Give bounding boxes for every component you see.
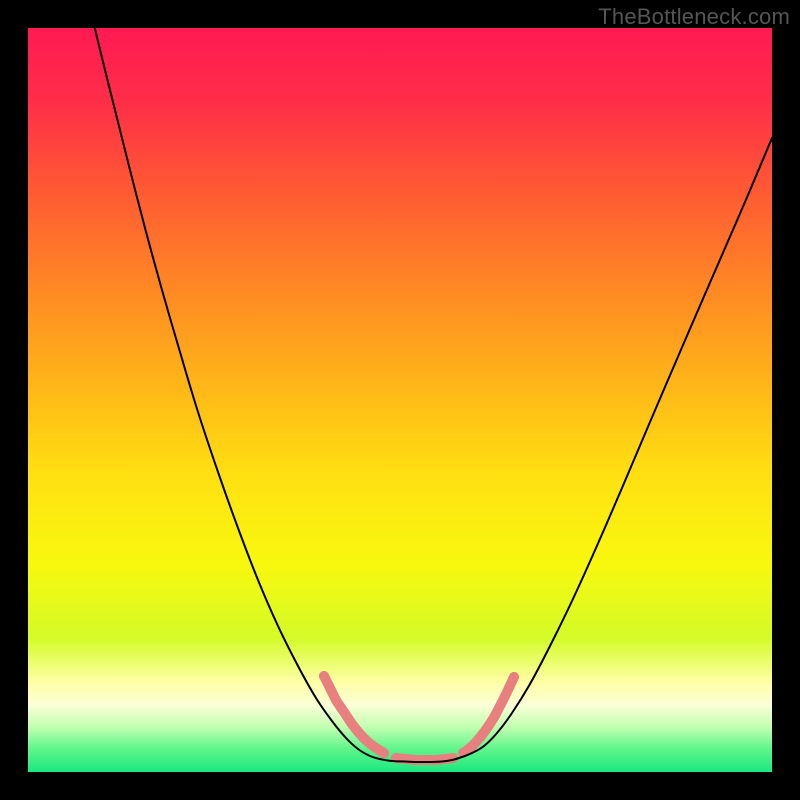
overlay-endcap — [509, 672, 519, 682]
overlay-endcap — [379, 748, 389, 758]
watermark-text: TheBottleneck.com — [598, 4, 790, 30]
overlay-segment-1 — [396, 758, 453, 760]
chart-container: TheBottleneck.com — [0, 0, 800, 800]
overlay-endcap — [319, 671, 329, 681]
bottleneck-chart — [0, 0, 800, 800]
